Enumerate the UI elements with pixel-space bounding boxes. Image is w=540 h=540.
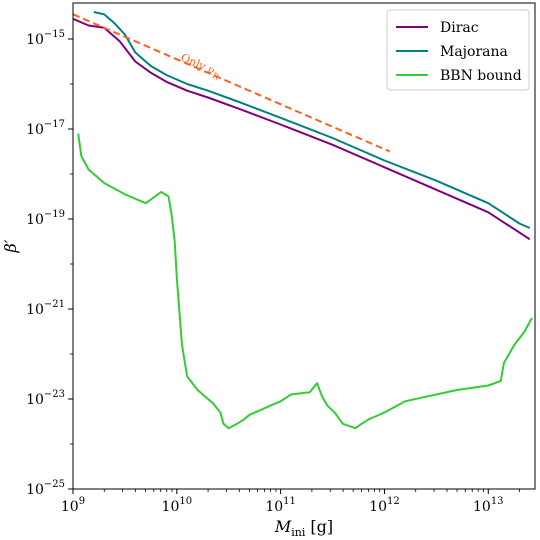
series-line-majorana <box>93 11 531 229</box>
y-axis-title: β′ <box>1 239 20 253</box>
x-axis-symbol: M <box>274 517 292 536</box>
x-axis-title: Mini [g] <box>274 517 333 539</box>
x-ticks-layer: 109 1010 1011 1012 1013 <box>61 489 520 515</box>
legend-label-majorana: Majorana <box>440 44 508 60</box>
series-line-dirac <box>72 17 531 241</box>
x-tick-label: 1010 <box>162 496 193 515</box>
legend-label-dirac: Dirac <box>440 20 479 36</box>
plot-frame <box>72 2 536 490</box>
x-tick-label: 1013 <box>473 496 504 515</box>
y-tick-label: 10−17 <box>26 119 65 138</box>
legend-label-bbn-bound: BBN bound <box>440 68 522 84</box>
y-tick-label: 10−25 <box>26 479 65 498</box>
y-tick-label: 10−23 <box>26 389 65 408</box>
x-tick-label: 1012 <box>369 496 400 515</box>
y-ticks-layer: 10−15 10−17 10−19 10−21 10−23 10−25 <box>26 29 73 498</box>
y-tick-label: 10−15 <box>26 29 65 48</box>
x-tick-label: 109 <box>61 496 85 515</box>
series-line-bbn-bound <box>77 133 533 430</box>
x-axis-subscript: ini <box>291 526 306 539</box>
legend-box <box>386 9 530 91</box>
x-axis-unit: [g] <box>305 517 333 536</box>
curves-layer <box>72 11 533 430</box>
x-tick-label: 1011 <box>265 496 296 515</box>
series-line-only-nu-r-dashed <box>72 13 391 153</box>
y-tick-label: 10−19 <box>26 209 65 228</box>
legend: Dirac Majorana BBN bound <box>386 9 530 91</box>
y-tick-label: 10−21 <box>26 299 65 318</box>
annotation-sub: R <box>211 71 221 82</box>
